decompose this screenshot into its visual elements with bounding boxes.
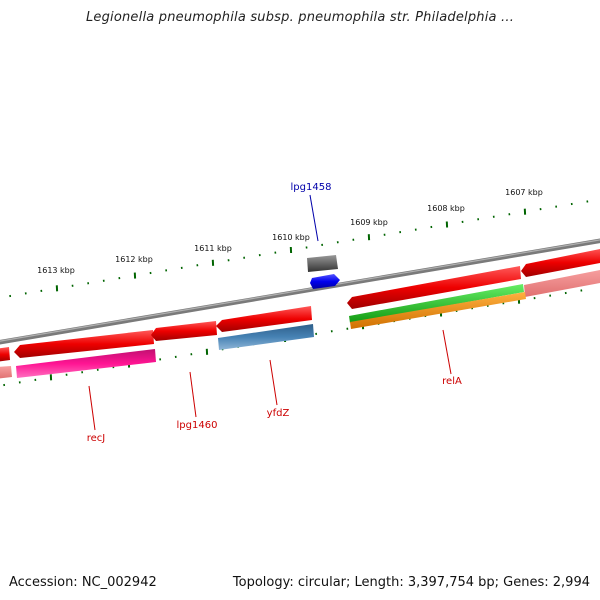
genome-backbone-highlight <box>0 239 600 342</box>
feature-arrow-red[interactable] <box>0 347 10 362</box>
label-leader-line <box>189 371 197 418</box>
tick-label: 1607 kbp <box>505 188 543 197</box>
feature-arrow-red[interactable] <box>347 266 521 309</box>
tick-label: 1608 kbp <box>427 204 465 213</box>
label-leader-line <box>309 194 319 242</box>
feature-arrow-red[interactable] <box>521 248 600 277</box>
tick-label: 1613 kbp <box>37 266 75 275</box>
genome-backbone <box>0 238 600 345</box>
feature-arrow-recJ[interactable] <box>14 330 154 358</box>
label-leader-line <box>88 385 96 431</box>
tick-label: 1612 kbp <box>115 255 153 264</box>
accession-text: Accession: NC_002942 <box>9 575 157 590</box>
outer-tick-row <box>9 200 589 298</box>
map-title: Legionella pneumophila subsp. pneumophil… <box>85 10 515 25</box>
feature-arrow-light-red[interactable] <box>0 366 12 379</box>
tick-label: 1611 kbp <box>194 244 232 253</box>
feature-arrow-relA-green[interactable] <box>349 284 524 323</box>
feature-arrow-recJ-reverse[interactable] <box>16 349 156 378</box>
feature-arrow-relA-orange[interactable] <box>350 292 526 329</box>
feature-arrow-forward[interactable] <box>307 255 338 272</box>
feature-arrow-yfdZ[interactable] <box>218 324 314 350</box>
gene-label-recJ[interactable]: recJ <box>87 433 106 444</box>
gene-label-relA[interactable]: relA <box>442 376 462 387</box>
label-leader-line <box>269 359 278 406</box>
tick-label: 1610 kbp <box>272 233 310 242</box>
gene-label-yfdZ[interactable]: yfdZ <box>267 408 290 419</box>
feature-arrow-red[interactable] <box>216 306 312 332</box>
topology-text: Topology: circular; Length: 3,397,754 bp… <box>232 575 590 590</box>
gene-label-lpg1458[interactable]: lpg1458 <box>291 182 332 193</box>
label-leader-line <box>442 329 452 375</box>
feature-arrow-lpg1460[interactable] <box>151 321 217 341</box>
feature-arrow-lpg1458[interactable] <box>310 274 340 289</box>
feature-arrow-light-red[interactable] <box>524 269 600 297</box>
tick-label: 1609 kbp <box>350 218 388 227</box>
gene-label-lpg1460[interactable]: lpg1460 <box>177 420 218 431</box>
